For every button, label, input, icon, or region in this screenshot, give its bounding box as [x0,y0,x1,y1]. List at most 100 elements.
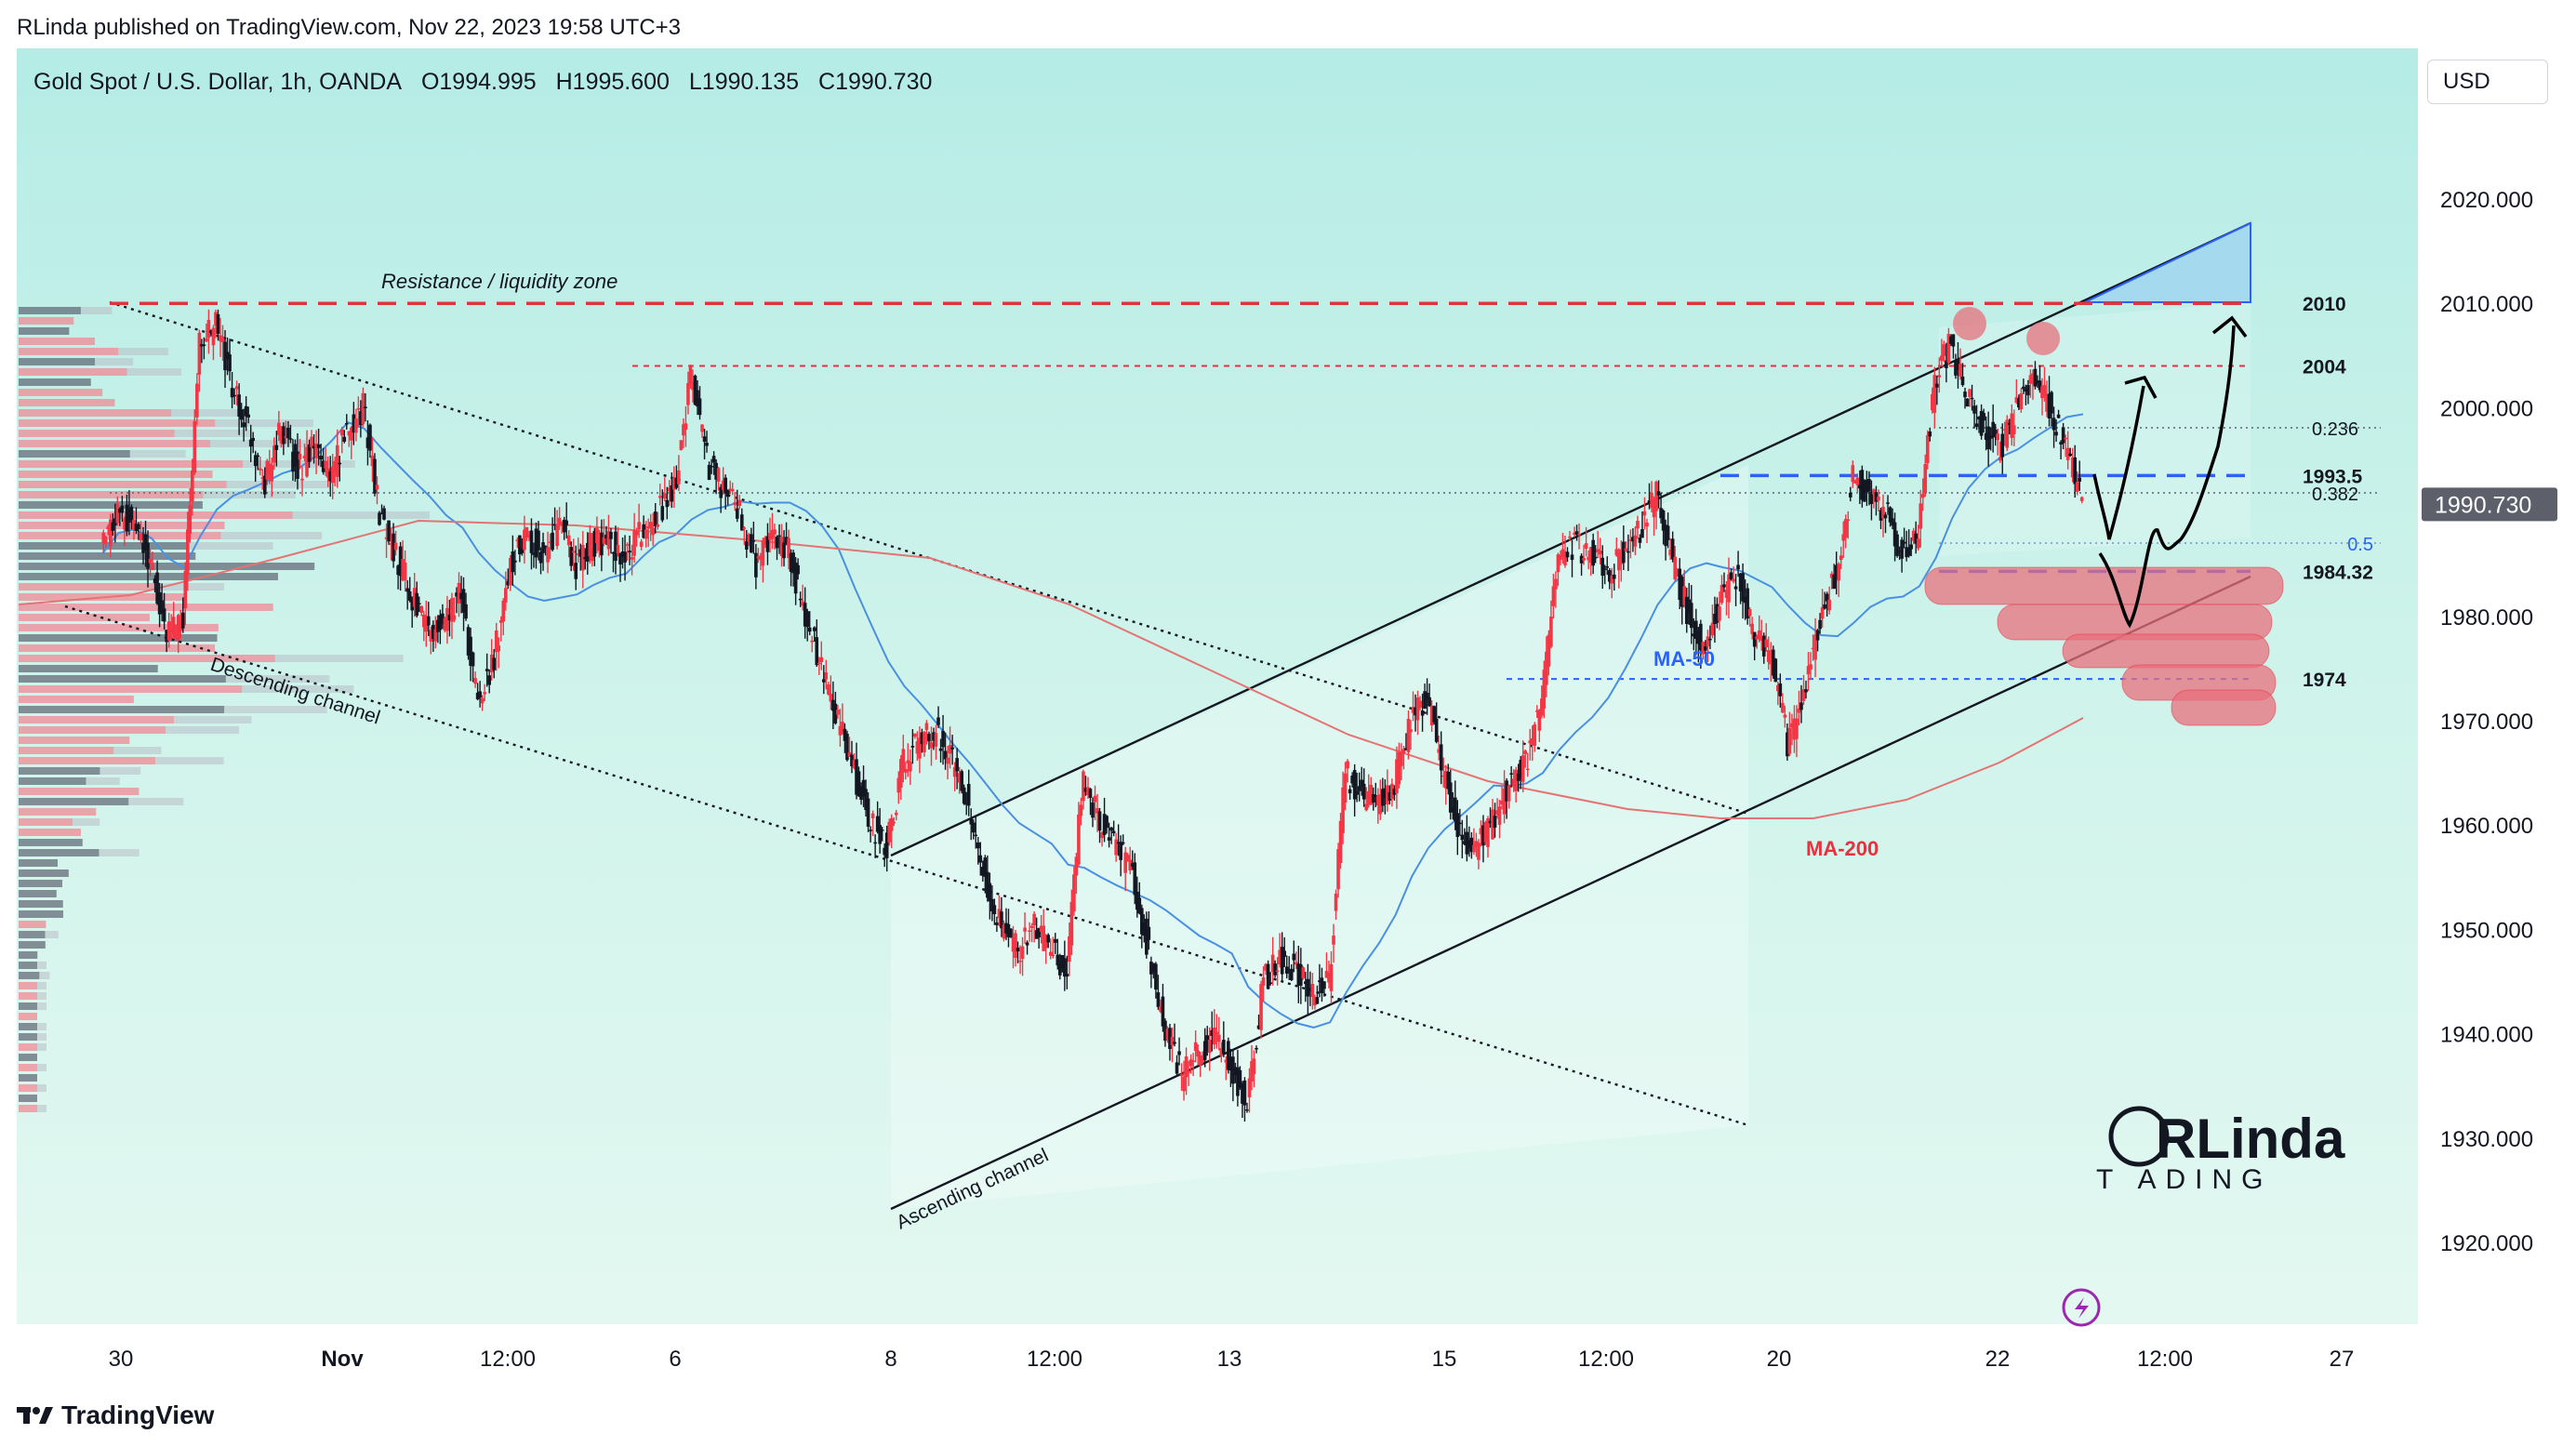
candle [1925,434,1930,464]
volume-profile-bar [19,450,130,458]
candle [815,637,819,666]
candle [407,591,412,601]
candle [1872,489,1876,495]
legend-high: H1995.600 [555,69,670,95]
candle [219,335,222,342]
candle [365,437,370,448]
candle [1537,710,1542,731]
candle [216,313,220,334]
candle [716,468,721,482]
candle [822,679,826,683]
volume-profile-bar [19,788,139,795]
candle [160,600,164,614]
candle [445,607,449,631]
candle [1151,962,1156,973]
candle [1612,574,1616,579]
candle [693,375,697,405]
candle [697,398,702,416]
price-tick-label: 2000.000 [2440,396,2533,421]
candle [616,545,620,554]
candle [2075,482,2079,492]
candle [1928,431,1932,437]
last-price-label: 1990.730 [2435,492,2531,518]
candle [696,390,699,407]
time-tick-label: 12:00 [2137,1347,2193,1372]
candle [1815,630,1820,641]
legend-open: O1994.995 [420,69,537,95]
candle [1867,479,1871,492]
candle [1846,519,1851,521]
volume-profile-bar [19,399,115,406]
candle [103,537,108,545]
candle [441,613,445,625]
candle [298,454,302,460]
candle [1916,538,1920,549]
candle [1083,788,1088,792]
candle [325,468,330,478]
candle [1781,702,1785,713]
candle [1598,550,1602,555]
price-tick-label: 1960.000 [2440,814,2533,839]
candle [109,519,113,547]
tradingview-footer[interactable]: TradingView [17,1401,214,1430]
candle [1761,635,1766,657]
candle [300,478,304,481]
candle [1231,1056,1235,1084]
candle [523,529,526,551]
candle [1425,693,1429,700]
candle [861,779,866,797]
candle [2026,385,2030,396]
candle [2002,429,2007,431]
candle [492,657,497,670]
candle [176,615,180,641]
candle [1579,555,1584,564]
candle [915,741,920,754]
candle [1193,1042,1198,1052]
candle [352,414,356,432]
candle [761,540,765,566]
target-triangle [2084,221,2251,303]
candle [787,538,790,559]
candle [494,631,498,653]
candle [424,616,429,632]
candle [1446,771,1451,790]
candle [101,532,106,543]
candle [1119,842,1122,860]
volume-profile-bar [19,818,73,826]
candle [682,424,685,436]
candle [225,352,230,360]
candle [1588,547,1593,564]
volume-profile-bar [19,1043,37,1051]
candle [162,608,166,622]
candle [574,563,578,579]
candle [1420,710,1425,716]
candle [1972,405,1976,414]
candle [1348,789,1352,794]
time-tick-label: 30 [109,1347,134,1372]
candle [1207,1039,1212,1054]
candle [1343,773,1348,803]
candle [475,692,480,699]
candle [1318,980,1321,983]
candle [1069,901,1074,946]
candle [1299,963,1303,986]
candle [546,547,550,563]
candle [981,867,985,876]
candle [1121,842,1125,844]
candle [1640,528,1644,538]
candle [1242,1080,1247,1106]
candle [118,509,122,513]
candle [1633,535,1638,547]
candle [1187,1071,1190,1073]
currency-button[interactable]: USD [2427,60,2548,104]
candle [606,530,611,550]
candle [1397,751,1401,785]
volume-profile-bar [19,798,129,805]
volume-profile-bar [224,706,327,713]
candle [1301,967,1306,978]
time-tick-label: 20 [1767,1347,1792,1372]
chart-area[interactable] [17,48,2418,1324]
candle [1746,588,1749,619]
candle [1324,971,1329,978]
